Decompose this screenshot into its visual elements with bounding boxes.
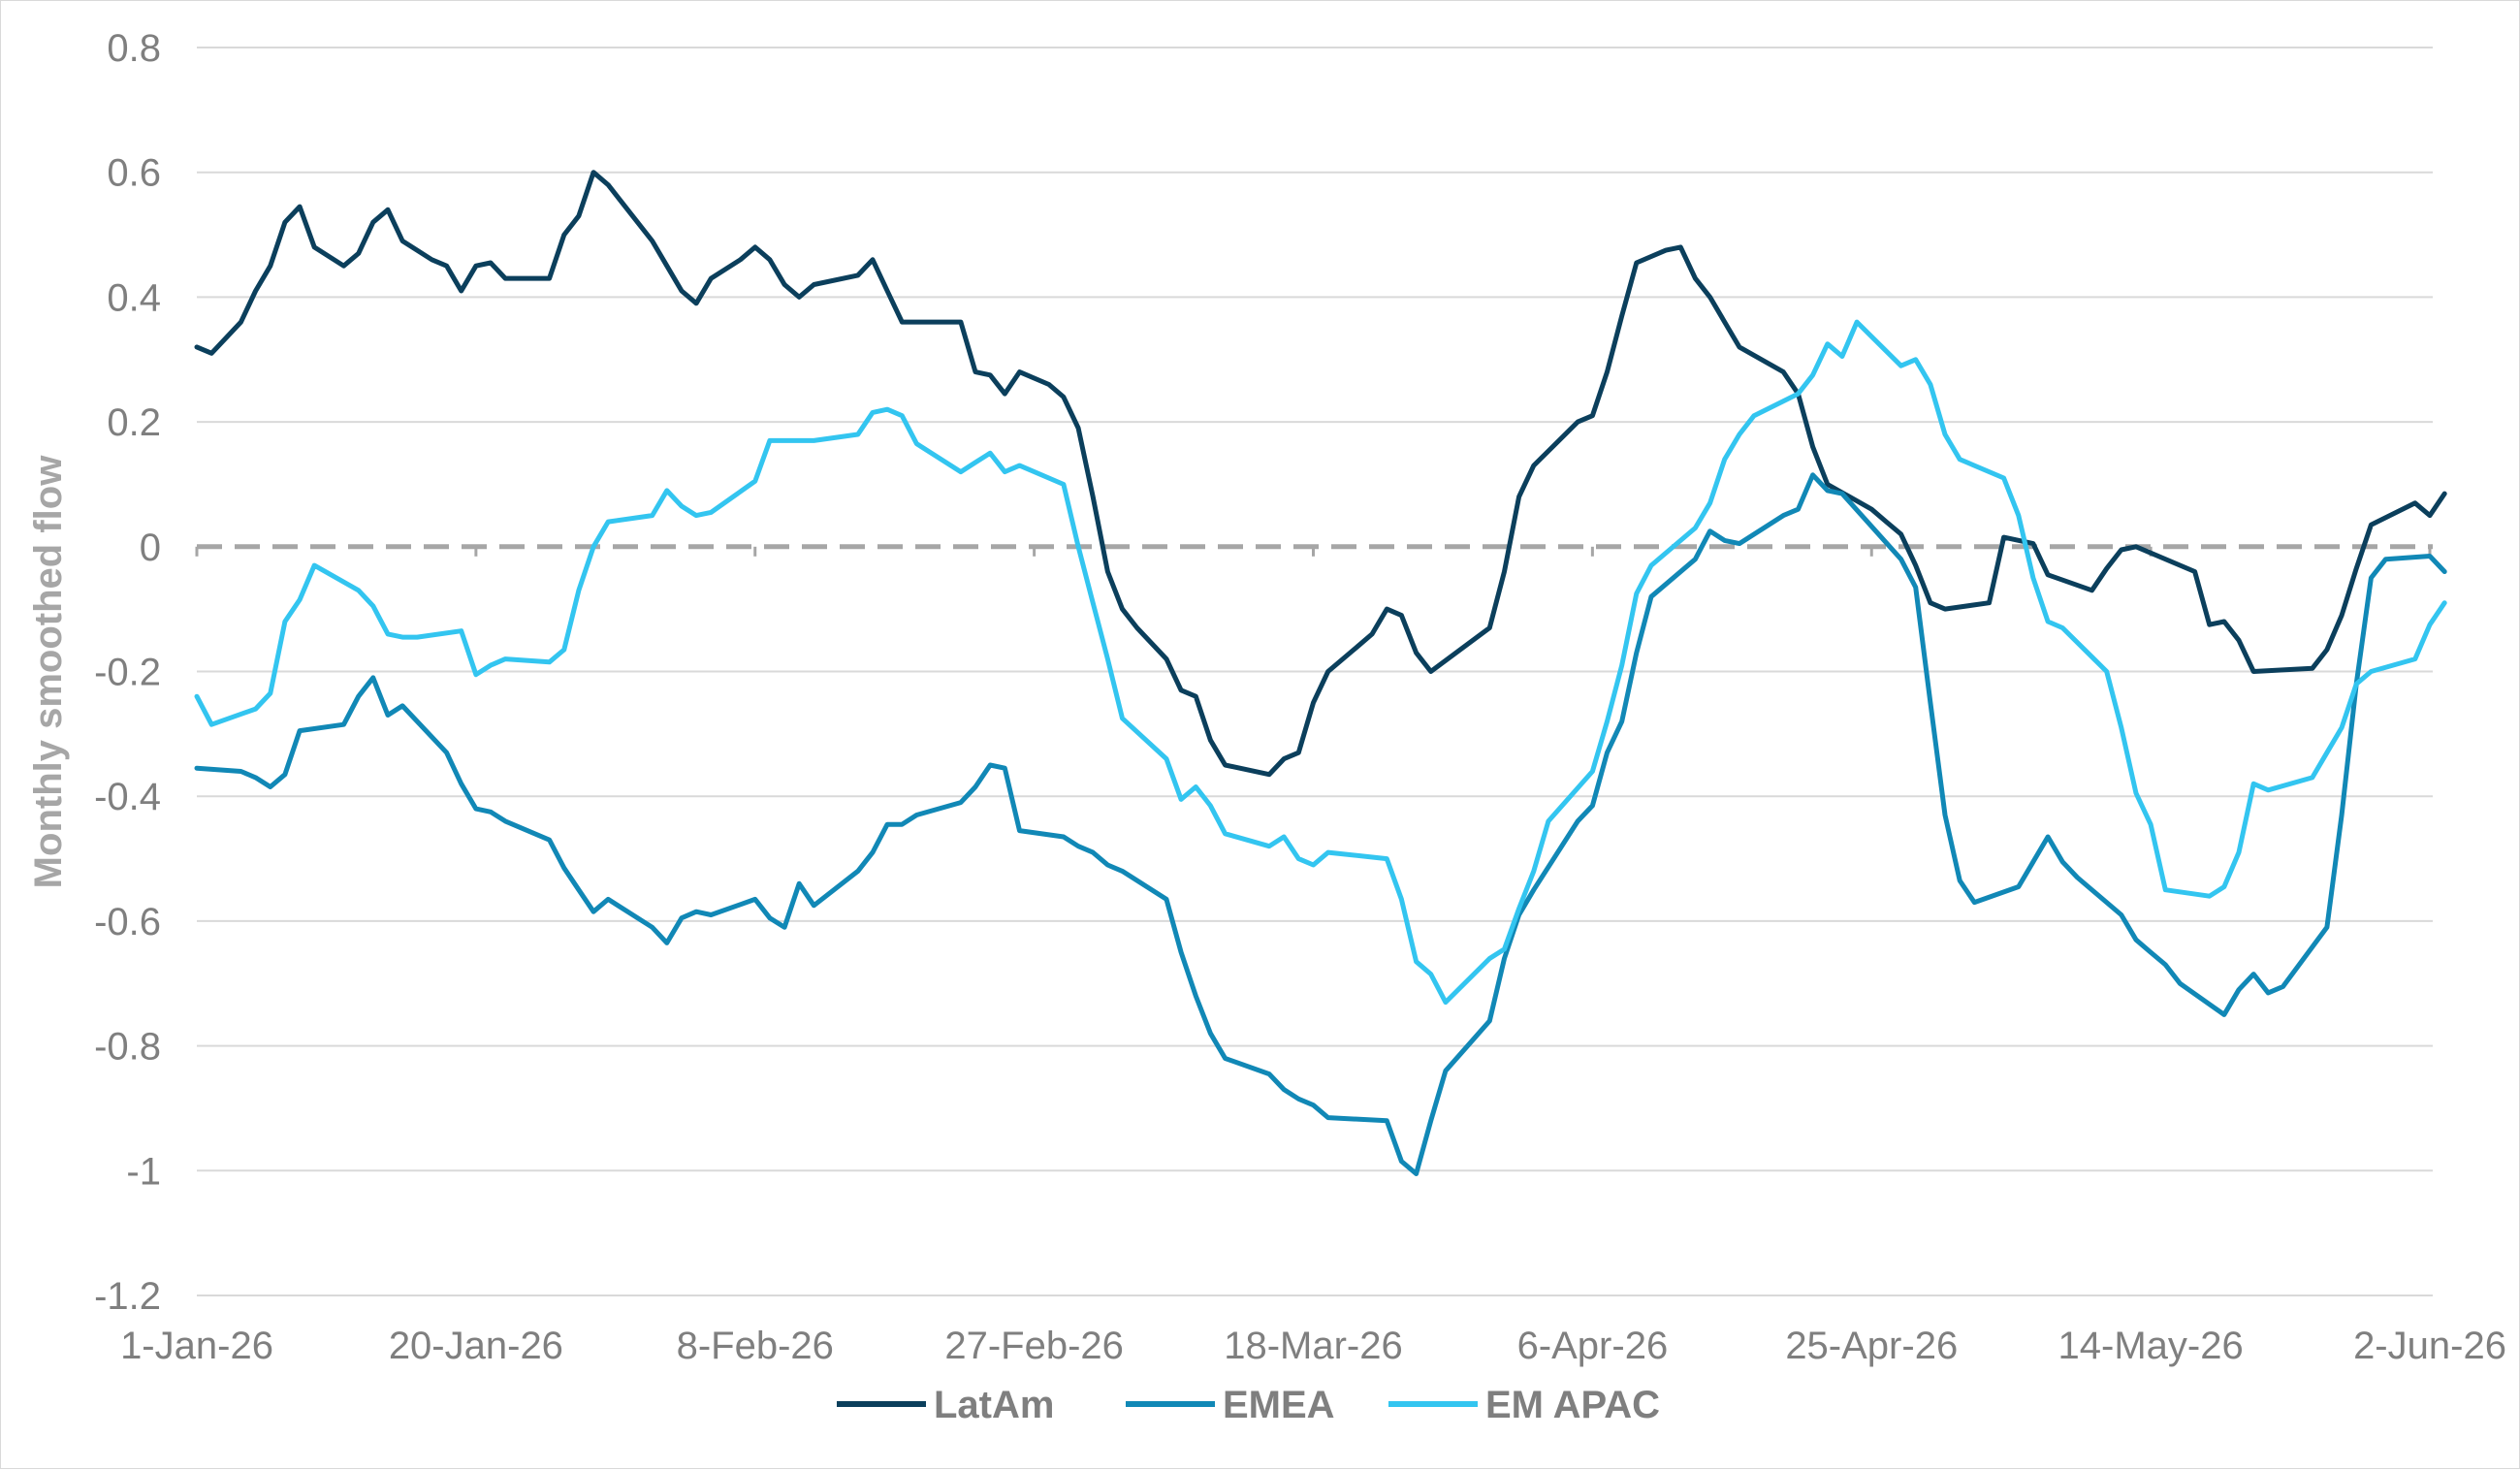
y-tick-label: 0.2 <box>107 401 161 444</box>
series-line-em-apac <box>194 319 2447 1006</box>
legend-label: LatAm <box>934 1384 1054 1426</box>
y-tick-label: 0 <box>140 527 161 569</box>
y-tick-label: -0.8 <box>94 1026 161 1069</box>
y-axis-ticks: 0.8 0.6 0.4 0.2 0 -0.2 -0.4 -0.6 -0.8 -1 -1.2 <box>94 27 161 1318</box>
x-tick-label: 27-Feb-26 <box>944 1325 1124 1367</box>
x-axis-ticks: 1-Jan-26 20-Jan-26 8-Feb-26 27-Feb-26 18-Mar… <box>120 1325 2506 1367</box>
x-tick-label: 25-Apr-26 <box>1785 1325 1958 1367</box>
y-axis-title: Monthly smoothed flow <box>27 455 70 889</box>
series-line-latam <box>194 170 2447 778</box>
x-tick-label: 20-Jan-26 <box>389 1325 563 1367</box>
x-tick-label: 6-Apr-26 <box>1517 1325 1669 1367</box>
x-tick-label: 18-Mar-26 <box>1224 1325 1403 1367</box>
series-line-emea <box>194 472 2447 1176</box>
zero-line <box>195 544 2433 557</box>
x-tick-label: 2-Jun-26 <box>2353 1325 2506 1367</box>
x-tick-label: 8-Feb-26 <box>677 1325 834 1367</box>
legend: LatAm EMEA EM APAC <box>837 1384 1660 1426</box>
gridlines <box>197 47 2433 1296</box>
y-tick-label: -1.2 <box>94 1275 161 1318</box>
y-tick-label: 0.4 <box>107 276 161 319</box>
series-lines <box>194 170 2447 1176</box>
x-tick-label: 14-May-26 <box>2058 1325 2244 1367</box>
y-tick-label: 0.6 <box>107 152 161 195</box>
y-tick-label: 0.8 <box>107 27 161 70</box>
legend-label: EM APAC <box>1485 1384 1660 1426</box>
y-tick-label: -0.6 <box>94 901 161 943</box>
x-tick-label: 1-Jan-26 <box>120 1325 273 1367</box>
y-tick-label: -1 <box>126 1150 161 1193</box>
y-tick-label: -0.4 <box>94 776 161 818</box>
y-tick-label: -0.2 <box>94 652 161 694</box>
legend-label: EMEA <box>1223 1384 1335 1426</box>
